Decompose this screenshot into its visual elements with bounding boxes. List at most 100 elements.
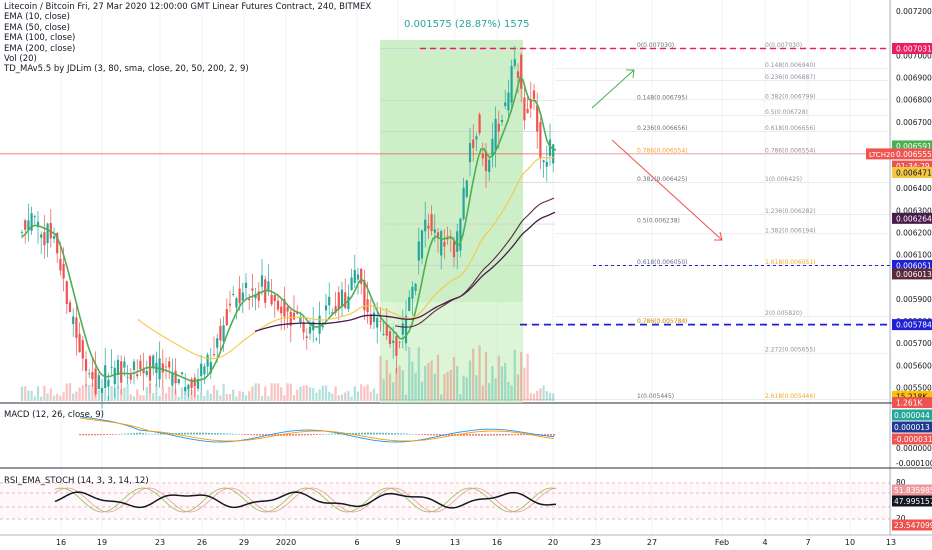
candle-body [145, 370, 148, 375]
volume-bar [513, 349, 516, 401]
volume-bar [491, 366, 494, 401]
macd-histogram-bar [232, 433, 234, 435]
macd-histogram-bar [526, 434, 528, 436]
price-tag-box [892, 148, 932, 160]
price-tag-box [892, 42, 932, 54]
candle-body [180, 372, 184, 375]
macd-histogram-bar [79, 434, 81, 436]
macd-histogram-bar [124, 433, 126, 435]
volume-bar [84, 383, 88, 401]
time-tick-label: 10 [845, 538, 855, 547]
rsi-price-tag-box [892, 484, 932, 496]
volume-bar [40, 396, 43, 401]
indicator-ema200[interactable]: EMA (200, close) [4, 43, 76, 54]
candle-body [46, 223, 49, 244]
candle-body [440, 231, 443, 256]
macd-histogram-bar [409, 433, 411, 435]
ema10-line [21, 76, 557, 382]
macd-tick-label: 0.000000 [896, 444, 932, 453]
indicator-td-mav[interactable]: TD_MAv5.5 by JDLim (3, 80, sma, close, 2… [4, 64, 249, 75]
indicator-ema10[interactable]: EMA (10, close) [4, 12, 70, 23]
fib-right-label: 0.5(0.006728) [765, 109, 808, 116]
macd-histogram-bar [424, 434, 426, 436]
candle-body [184, 386, 187, 392]
macd-histogram-bar [415, 434, 417, 435]
candle-body [177, 379, 180, 384]
time-tick-label: 23 [591, 538, 601, 547]
fib-left-label: 0.236(0.006656) [637, 125, 688, 132]
macd-histogram-bar [502, 434, 504, 436]
candle-body [308, 326, 312, 334]
indicator-ema100[interactable]: EMA (100, close) [4, 33, 76, 44]
candle-body [331, 312, 334, 314]
candle-body [539, 122, 542, 158]
macd-legend[interactable]: MACD (12, 26, close, 9) [4, 410, 104, 420]
volume-bar [401, 370, 404, 401]
volume-bar [385, 360, 388, 401]
macd-price-tag-text: 0.000044 [894, 411, 930, 420]
macd-histogram-bar [400, 433, 402, 435]
price-tag-text: 0.006264 [896, 214, 932, 223]
candle-body [459, 218, 462, 251]
macd-histogram-bar [313, 434, 315, 436]
volume-bar [472, 348, 475, 401]
candle-body [392, 340, 395, 343]
candle-body [97, 375, 100, 389]
candle-body [113, 367, 116, 385]
price-tag-text: 0.006051 [896, 261, 932, 270]
volume-bar [516, 374, 520, 401]
macd-histogram-bar [382, 432, 384, 435]
rsi-stoch-legend[interactable]: RSI_EMA_STOCH (14, 3, 3, 14, 12) [4, 476, 149, 486]
candle-body [414, 283, 417, 291]
fib-right-label: 2.272(0.005655) [765, 347, 816, 354]
macd-histogram-bar [115, 434, 117, 435]
time-tick-label: 13 [450, 538, 460, 547]
volume-bar [68, 383, 72, 401]
macd-histogram-bar [112, 434, 114, 435]
price-tick-label: 0.005500 [896, 384, 932, 393]
candle-body [356, 274, 360, 280]
time-tick-label: 19 [97, 538, 107, 547]
volume-bar [126, 383, 129, 401]
indicator-volume[interactable]: Vol (20) [4, 54, 37, 65]
macd-price-tag-text: 0.000013 [894, 423, 930, 432]
macd-histogram-bar [412, 433, 414, 435]
rsi-price-tag-text: 51.835985 [894, 486, 932, 495]
volume-bar [398, 365, 401, 401]
fib-left-label-highlight: 0.786(0.005784) [637, 318, 688, 325]
macd-histogram-bar [397, 433, 399, 435]
candle-body [379, 320, 382, 322]
candle-body [228, 303, 232, 306]
macd-histogram-bar [109, 434, 111, 435]
volume-bar [174, 389, 177, 401]
macd-histogram-bar [142, 433, 144, 435]
candle-body [462, 187, 465, 219]
volume-bar [184, 392, 187, 401]
macd-histogram-bar [508, 434, 510, 436]
volume-bar [475, 375, 478, 401]
volume-bar [219, 395, 222, 401]
volume-bar [203, 396, 206, 401]
candle-body [488, 159, 491, 173]
macd-histogram-bar [286, 434, 288, 436]
macd-histogram-bar [496, 434, 498, 436]
macd-histogram-bar [127, 433, 129, 435]
volume-bar [417, 347, 420, 401]
volume-bar [465, 377, 468, 401]
macd-histogram-bar [187, 432, 189, 435]
candle-body [136, 374, 139, 377]
volume-bar [164, 393, 168, 401]
indicator-ema50[interactable]: EMA (50, close) [4, 22, 70, 33]
fib-left-label-highlight: 0.786(0.006554) [637, 148, 688, 155]
macd-histogram-bar [283, 434, 285, 436]
candle-body [139, 360, 142, 370]
candle-body [126, 376, 129, 378]
volume-bar [225, 393, 228, 401]
macd-histogram-bar [307, 434, 309, 436]
price-tag-box [892, 212, 932, 224]
macd-histogram-bar [193, 432, 195, 435]
volume-bar [244, 395, 248, 401]
candle-body [248, 298, 251, 301]
volume-bar [504, 363, 507, 401]
